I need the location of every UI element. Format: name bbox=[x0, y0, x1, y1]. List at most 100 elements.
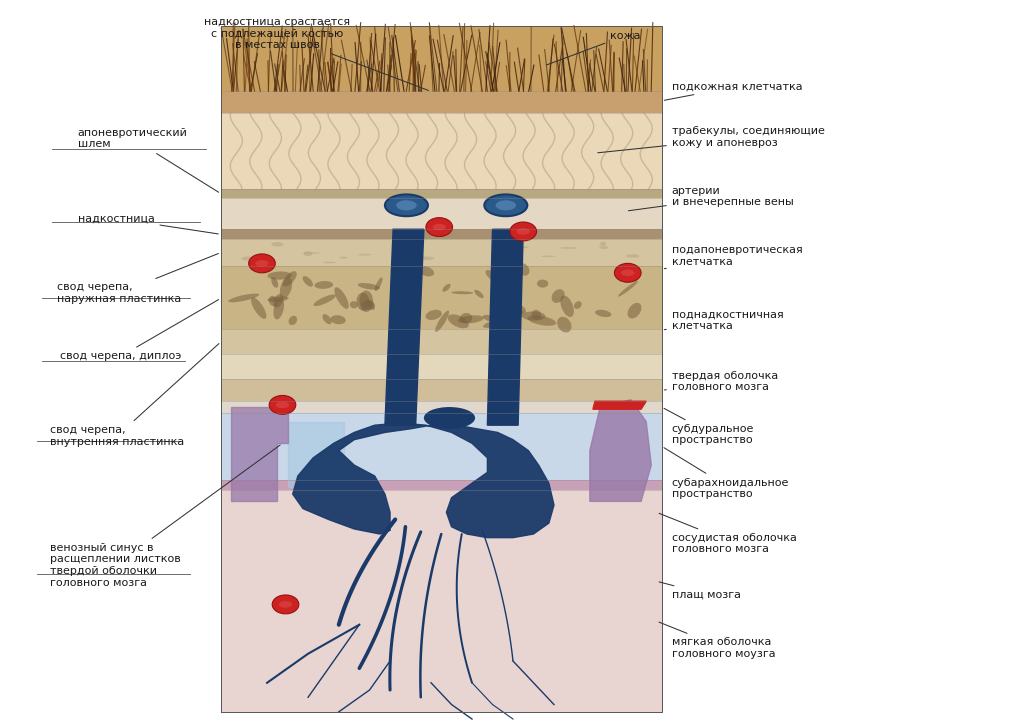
Circle shape bbox=[272, 595, 299, 614]
Ellipse shape bbox=[618, 281, 638, 297]
Ellipse shape bbox=[350, 301, 358, 308]
Polygon shape bbox=[231, 407, 287, 502]
Text: свод черепа, диплоэ: свод черепа, диплоэ bbox=[61, 300, 219, 361]
Text: подкожная клетчатка: подкожная клетчатка bbox=[664, 81, 802, 100]
Ellipse shape bbox=[228, 294, 260, 302]
Polygon shape bbox=[590, 400, 652, 502]
Ellipse shape bbox=[560, 295, 574, 317]
Ellipse shape bbox=[268, 271, 292, 280]
Text: твердая оболочка
головного мозга: твердая оболочка головного мозга bbox=[664, 371, 778, 393]
Ellipse shape bbox=[574, 301, 582, 309]
Ellipse shape bbox=[330, 316, 346, 324]
Ellipse shape bbox=[424, 407, 475, 429]
Text: апоневротический
шлем: апоневротический шлем bbox=[78, 128, 219, 192]
Ellipse shape bbox=[358, 254, 371, 256]
Ellipse shape bbox=[304, 252, 313, 256]
Text: надкостница срастается
с подлежащей костью
в местах швов: надкостница срастается с подлежащей кост… bbox=[204, 17, 429, 90]
Ellipse shape bbox=[542, 256, 555, 257]
Ellipse shape bbox=[451, 292, 473, 294]
Ellipse shape bbox=[458, 316, 483, 324]
Ellipse shape bbox=[358, 283, 380, 290]
Ellipse shape bbox=[303, 276, 313, 286]
Ellipse shape bbox=[514, 305, 526, 314]
Ellipse shape bbox=[600, 241, 606, 246]
Polygon shape bbox=[385, 229, 424, 425]
Ellipse shape bbox=[366, 300, 376, 310]
Ellipse shape bbox=[621, 270, 634, 276]
Ellipse shape bbox=[418, 266, 434, 276]
Text: венозный синус в
расщеплении листков
твердой оболочки
головного мозга: венозный синус в расщеплении листков тве… bbox=[50, 445, 280, 587]
Ellipse shape bbox=[498, 287, 520, 297]
Polygon shape bbox=[221, 491, 662, 712]
Circle shape bbox=[510, 222, 537, 241]
Ellipse shape bbox=[255, 260, 269, 267]
Polygon shape bbox=[287, 422, 344, 487]
Ellipse shape bbox=[485, 270, 505, 285]
Ellipse shape bbox=[361, 300, 374, 310]
Ellipse shape bbox=[251, 297, 267, 319]
Ellipse shape bbox=[496, 200, 516, 210]
Ellipse shape bbox=[334, 287, 349, 309]
Ellipse shape bbox=[400, 265, 416, 275]
Text: сосудистая оболочка
головного мозга: сосудистая оболочка головного мозга bbox=[659, 513, 797, 554]
Text: субдуральное
пространство: субдуральное пространство bbox=[664, 409, 754, 446]
Ellipse shape bbox=[499, 270, 513, 286]
Ellipse shape bbox=[359, 291, 373, 312]
Ellipse shape bbox=[279, 601, 292, 608]
Ellipse shape bbox=[442, 284, 450, 292]
Ellipse shape bbox=[513, 310, 523, 323]
Ellipse shape bbox=[494, 249, 507, 254]
Text: кожа: кожа bbox=[546, 31, 641, 65]
Ellipse shape bbox=[517, 263, 529, 276]
Ellipse shape bbox=[241, 257, 252, 260]
Polygon shape bbox=[593, 401, 646, 409]
Ellipse shape bbox=[460, 313, 472, 324]
Ellipse shape bbox=[484, 194, 527, 216]
Circle shape bbox=[269, 395, 295, 414]
Ellipse shape bbox=[435, 310, 449, 332]
Text: артерии
и внечерепные вены: артерии и внечерепные вены bbox=[629, 186, 793, 211]
Text: плащ мозга: плащ мозга bbox=[659, 582, 741, 599]
Ellipse shape bbox=[271, 277, 278, 288]
Text: надкостница: надкостница bbox=[78, 214, 219, 234]
Polygon shape bbox=[221, 26, 662, 92]
Polygon shape bbox=[221, 265, 662, 329]
Polygon shape bbox=[292, 423, 554, 538]
Polygon shape bbox=[221, 189, 662, 198]
Text: подапоневротическая
клетчатка: подапоневротическая клетчатка bbox=[664, 245, 802, 269]
Ellipse shape bbox=[595, 310, 611, 317]
Ellipse shape bbox=[599, 246, 608, 249]
Ellipse shape bbox=[527, 316, 556, 326]
Text: мягкая оболочка
головного моyзга: мягкая оболочка головного моyзга bbox=[659, 622, 776, 659]
Ellipse shape bbox=[404, 262, 417, 279]
Polygon shape bbox=[221, 329, 662, 354]
Ellipse shape bbox=[514, 246, 528, 249]
Ellipse shape bbox=[626, 254, 639, 257]
Ellipse shape bbox=[474, 290, 483, 298]
Ellipse shape bbox=[522, 311, 546, 321]
Ellipse shape bbox=[559, 247, 578, 249]
Ellipse shape bbox=[303, 252, 320, 254]
Ellipse shape bbox=[282, 271, 297, 286]
Ellipse shape bbox=[314, 281, 333, 289]
Ellipse shape bbox=[482, 315, 499, 322]
Text: субарахноидальное
пространство: субарахноидальное пространство bbox=[664, 448, 789, 499]
Polygon shape bbox=[221, 113, 662, 189]
Polygon shape bbox=[221, 379, 662, 401]
Ellipse shape bbox=[385, 194, 428, 216]
Polygon shape bbox=[487, 229, 523, 425]
Ellipse shape bbox=[288, 316, 298, 325]
Ellipse shape bbox=[412, 274, 421, 290]
Circle shape bbox=[615, 263, 641, 282]
Ellipse shape bbox=[628, 303, 641, 318]
Polygon shape bbox=[221, 238, 662, 265]
Ellipse shape bbox=[447, 314, 469, 329]
Text: свод черепа,
наружная пластинка: свод черепа, наружная пластинка bbox=[57, 254, 219, 304]
Ellipse shape bbox=[271, 242, 283, 246]
Ellipse shape bbox=[396, 200, 417, 210]
Ellipse shape bbox=[433, 224, 446, 230]
Ellipse shape bbox=[417, 257, 434, 260]
Circle shape bbox=[426, 217, 452, 236]
Ellipse shape bbox=[274, 297, 284, 319]
Ellipse shape bbox=[323, 262, 336, 263]
